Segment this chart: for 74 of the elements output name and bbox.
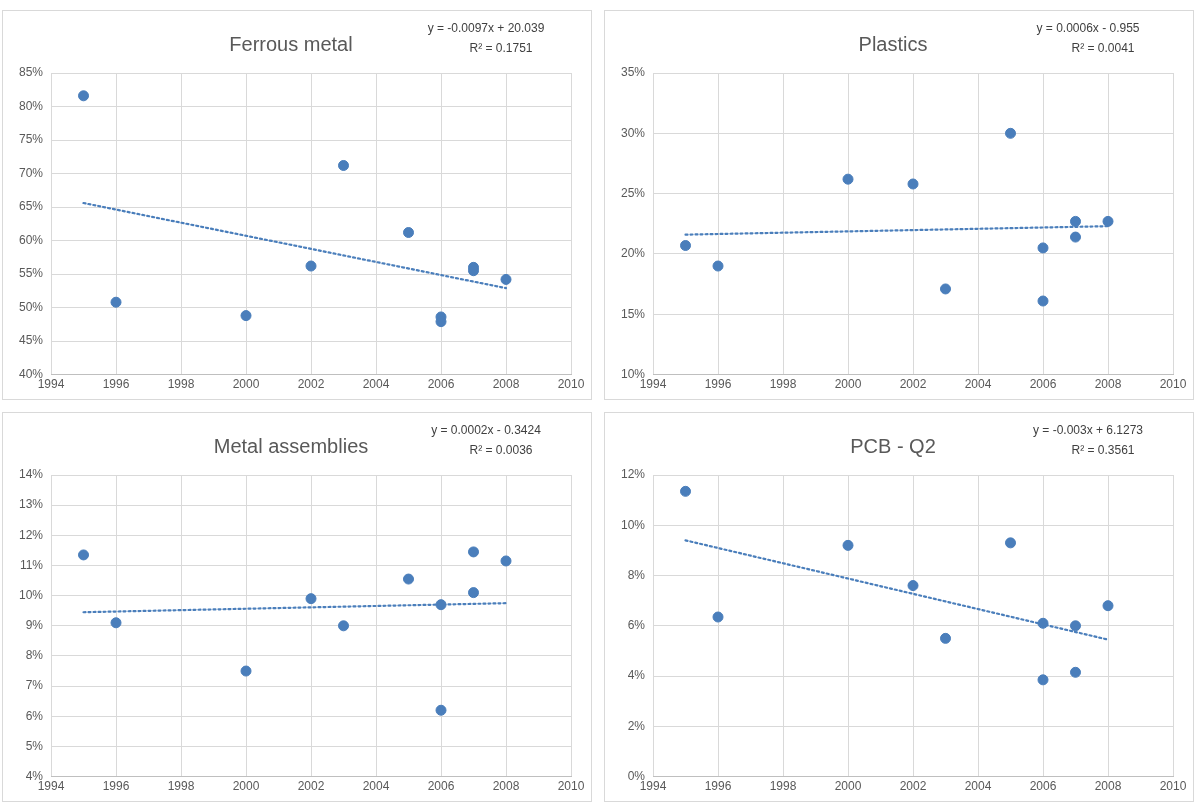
y-tick-label: 6%: [627, 618, 646, 633]
y-tick-label: 8%: [627, 567, 646, 582]
chart-title: Metal assemblies: [213, 434, 369, 457]
chart-title: PCB - Q2: [850, 434, 936, 457]
y-tick-label: 10%: [620, 517, 646, 532]
y-tick-label: 50%: [18, 299, 44, 314]
y-tick-label: 30%: [620, 125, 646, 140]
x-tick-label: 1998: [167, 779, 195, 794]
x-tick-label: 2010: [557, 779, 585, 794]
x-tick-label: 2002: [297, 779, 325, 794]
x-tick-label: 2010: [1159, 779, 1187, 794]
x-tick-label: 2002: [899, 779, 927, 794]
y-tick-label: 8%: [25, 648, 44, 663]
x-tick-label: 2006: [427, 779, 455, 794]
chart-title: Plastics: [858, 32, 928, 55]
x-tick-label: 1998: [167, 377, 195, 392]
text: R² = 0.0036: [469, 443, 533, 458]
y-tick-label: 25%: [620, 185, 646, 200]
x-tick-label: 2000: [232, 377, 260, 392]
x-tick-label: 2008: [492, 779, 520, 794]
y-tick-label: 75%: [18, 132, 44, 147]
text: y = -0.003x + 6.1273: [1032, 423, 1144, 438]
y-tick-label: 7%: [25, 678, 44, 693]
text: y = 0.0006x - 0.955: [1036, 21, 1140, 36]
x-tick-label: 1996: [704, 377, 732, 392]
x-tick-label: 2000: [232, 779, 260, 794]
text: R² = 0.0041: [1071, 41, 1135, 56]
x-tick-label: 1996: [102, 377, 130, 392]
y-tick-label: 12%: [620, 467, 646, 482]
x-tick-label: 2000: [834, 377, 862, 392]
x-tick-label: 2002: [297, 377, 325, 392]
x-tick-label: 1998: [769, 377, 797, 392]
y-tick-label: 4%: [627, 668, 646, 683]
y-tick-label: 80%: [18, 98, 44, 113]
y-tick-label: 70%: [18, 165, 44, 180]
y-tick-label: 20%: [620, 246, 646, 261]
y-tick-label: 35%: [620, 65, 646, 80]
x-tick-label: 2006: [427, 377, 455, 392]
x-tick-label: 2004: [964, 779, 992, 794]
y-tick-label: 45%: [18, 333, 44, 348]
x-tick-label: 2008: [1094, 377, 1122, 392]
y-tick-label: 60%: [18, 232, 44, 247]
x-tick-label: 2000: [834, 779, 862, 794]
x-tick-label: 2004: [362, 779, 390, 794]
x-tick-label: 2008: [1094, 779, 1122, 794]
x-tick-label: 2010: [557, 377, 585, 392]
text: R² = 0.3561: [1071, 443, 1135, 458]
x-tick-label: 1996: [102, 779, 130, 794]
x-tick-label: 2006: [1029, 779, 1057, 794]
y-tick-label: 85%: [18, 65, 44, 80]
text: y = 0.0002x - 0.3424: [431, 423, 542, 438]
x-tick-label: 2004: [362, 377, 390, 392]
y-tick-label: 6%: [25, 708, 44, 723]
y-tick-label: 65%: [18, 199, 44, 214]
x-tick-label: 1996: [704, 779, 732, 794]
x-tick-label: 2002: [899, 377, 927, 392]
y-tick-label: 15%: [620, 306, 646, 321]
text: R² = 0.1751: [469, 41, 533, 56]
y-tick-label: 14%: [18, 467, 44, 482]
y-tick-label: 2%: [627, 718, 646, 733]
y-tick-label: 9%: [25, 618, 44, 633]
y-tick-label: 5%: [25, 738, 44, 753]
x-tick-label: 2004: [964, 377, 992, 392]
y-tick-label: 11%: [19, 557, 44, 572]
chart-title: Ferrous metal: [229, 32, 353, 55]
y-tick-label: 13%: [18, 497, 44, 512]
x-tick-label: 2008: [492, 377, 520, 392]
y-tick-label: 12%: [18, 527, 44, 542]
y-tick-label: 55%: [18, 266, 44, 281]
x-tick-label: 2006: [1029, 377, 1057, 392]
x-tick-label: 1998: [769, 779, 797, 794]
y-tick-label: 10%: [18, 587, 44, 602]
x-tick-label: 2010: [1159, 377, 1187, 392]
text: y = -0.0097x + 20.039: [427, 21, 545, 36]
